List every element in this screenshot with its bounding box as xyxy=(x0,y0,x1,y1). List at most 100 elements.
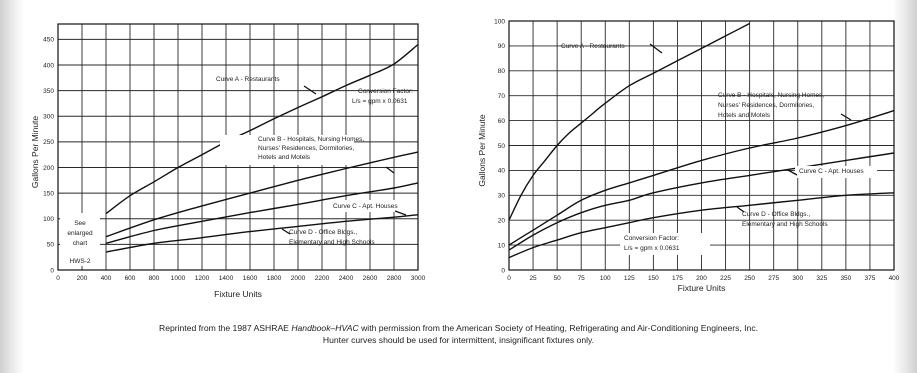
x-tick-label: 0 xyxy=(507,275,511,282)
curve-a-line xyxy=(105,43,419,215)
x-tick-label: 1000 xyxy=(171,275,186,282)
x-tick-label: 225 xyxy=(720,275,731,282)
x-tick-label: 325 xyxy=(816,275,827,282)
gridlines xyxy=(508,20,895,271)
caption-line-1-end: with permission from the American Societ… xyxy=(358,323,759,333)
annotation-leader xyxy=(303,85,317,95)
x-tick-label: 0 xyxy=(56,275,60,282)
x-tick-label: 1600 xyxy=(243,275,258,282)
annotation-leader xyxy=(281,228,291,235)
chart-right: 0 25 50 75 100 125 150 175 200 225 250 275 300 325 350… xyxy=(477,18,900,293)
x-tick-label: 3000 xyxy=(411,275,426,282)
annotation-curve-b-1: Curve B - Hospitals, Nursing Homes, xyxy=(718,92,824,99)
x-tick-label: 125 xyxy=(624,275,635,282)
chart-left: 0 200 400 600 800 1000 1200 1400 1600 1800 2000 220… xyxy=(30,23,426,299)
curve-a-line xyxy=(508,22,750,221)
annotation-curve-a: Curve A - Restaurants xyxy=(216,76,280,83)
plot-frame xyxy=(57,23,419,271)
x-axis-label: Fixture Units xyxy=(678,283,726,293)
annotation-see-2: enlarged xyxy=(67,230,93,237)
x-tick-label: 2800 xyxy=(387,275,402,282)
y-tick-label: 10 xyxy=(498,242,506,249)
annotation-leader xyxy=(394,210,407,216)
y-tick-label: 50 xyxy=(498,143,506,150)
plot-frame xyxy=(508,20,895,271)
annotation-curve-a: Curve A - Restaurants xyxy=(561,43,625,50)
annotation-conversion-2: L/s = gpm x 0.0631 xyxy=(352,98,408,105)
annotation-conversion-1: Conversion Factor: xyxy=(358,88,413,95)
x-tick-label: 50 xyxy=(554,275,562,282)
y-tick-label: 250 xyxy=(43,139,54,146)
annotation-background xyxy=(795,166,877,178)
annotation-leader xyxy=(787,169,798,176)
y-tick-label: 350 xyxy=(43,88,54,95)
y-tick-label: 400 xyxy=(43,62,54,69)
annotation-curve-d-2: Elementary and High Schools xyxy=(742,221,828,228)
caption-line-1-start: Reprinted from the 1987 ASHRAE xyxy=(158,323,292,333)
annotation-curve-c: Curve C - Apt. Houses xyxy=(333,203,398,210)
x-tick-label: 100 xyxy=(600,275,611,282)
x-tick-label: 800 xyxy=(149,275,160,282)
x-tick-label: 75 xyxy=(578,275,586,282)
x-tick-label: 1400 xyxy=(219,275,234,282)
annotation-curve-b-3: Hotels and Motels xyxy=(718,112,771,119)
annotation-leader xyxy=(736,206,745,213)
annotation-curve-d-2: Elementary and High Schools xyxy=(289,239,375,246)
y-tick-label: 450 xyxy=(43,37,54,44)
annotation-see-4: HWS-2 xyxy=(70,258,91,265)
y-tick-label: 150 xyxy=(43,190,54,197)
y-tick-label: 100 xyxy=(43,216,54,223)
y-tick-label: 0 xyxy=(50,267,54,274)
annotation-curve-b-2: Nurses' Residences, Dormitories, xyxy=(718,102,814,109)
x-tick-label: 600 xyxy=(125,275,136,282)
y-tick-label: 0 xyxy=(501,267,505,274)
x-tick-label: 1200 xyxy=(195,275,210,282)
annotation-leader xyxy=(385,166,395,174)
x-tick-label: 375 xyxy=(865,275,876,282)
annotation-conversion-1: Conversion Factor: xyxy=(624,235,679,242)
annotation-curve-b-3: Hotels and Motels xyxy=(258,154,311,161)
annotation-background xyxy=(60,213,100,266)
x-axis-label: Fixture Units xyxy=(214,289,262,299)
y-axis-label: Gallons Per Minute xyxy=(477,114,487,187)
caption-handbook-title: Handbook–HVAC xyxy=(291,323,359,333)
y-tick-label: 70 xyxy=(498,93,506,100)
x-tick-label: 300 xyxy=(792,275,803,282)
annotation-see-1: See xyxy=(74,220,86,227)
caption-line-2: Hunter curves should be used for intermi… xyxy=(322,335,595,345)
y-tick-label: 300 xyxy=(43,114,54,121)
x-tick-label: 2400 xyxy=(339,275,354,282)
figure-caption: Reprinted from the 1987 ASHRAE Handbook–… xyxy=(0,322,917,346)
curve-b-line xyxy=(508,109,895,246)
y-tick-label: 50 xyxy=(47,242,55,249)
annotation-see-3: chart xyxy=(73,240,88,247)
curve-d-line xyxy=(508,192,895,259)
annotation-curve-d-1: Curve D - Office Bldgs., xyxy=(289,229,357,236)
caption-line-1: Reprinted from the 1987 ASHRAE Handbook–… xyxy=(0,322,917,334)
annotation-curve-b-1: Curve B - Hospitals, Nursing Homes, xyxy=(258,136,364,143)
x-tick-label: 400 xyxy=(889,275,900,282)
annotation-curve-c: Curve C - Apt. Houses xyxy=(799,168,864,175)
annotation-curve-b-2: Nurses' Residences, Dormitories, xyxy=(258,145,354,152)
y-tick-label: 90 xyxy=(498,43,506,50)
annotation-background xyxy=(620,233,710,255)
x-tick-label: 200 xyxy=(77,275,88,282)
annotation-background xyxy=(325,200,413,212)
x-tick-label: 1800 xyxy=(267,275,282,282)
annotation-background xyxy=(220,135,354,165)
y-tick-label: 80 xyxy=(498,68,506,75)
annotation-leader xyxy=(649,43,663,54)
y-axis-label: Gallons Per Minute xyxy=(30,116,40,189)
y-tick-label: 30 xyxy=(498,193,506,200)
x-tick-label: 350 xyxy=(840,275,851,282)
x-tick-label: 2200 xyxy=(315,275,330,282)
y-tick-label: 200 xyxy=(43,165,54,172)
x-tick-label: 400 xyxy=(101,275,112,282)
x-tick-label: 2000 xyxy=(291,275,306,282)
curve-d-line xyxy=(105,214,419,253)
y-tick-label: 40 xyxy=(498,168,506,175)
annotation-conversion-2: L/s = gpm x 0.0631 xyxy=(624,245,680,252)
y-tick-label: 60 xyxy=(498,118,506,125)
curve-b-line xyxy=(105,151,419,238)
curve-c-line xyxy=(105,182,419,244)
